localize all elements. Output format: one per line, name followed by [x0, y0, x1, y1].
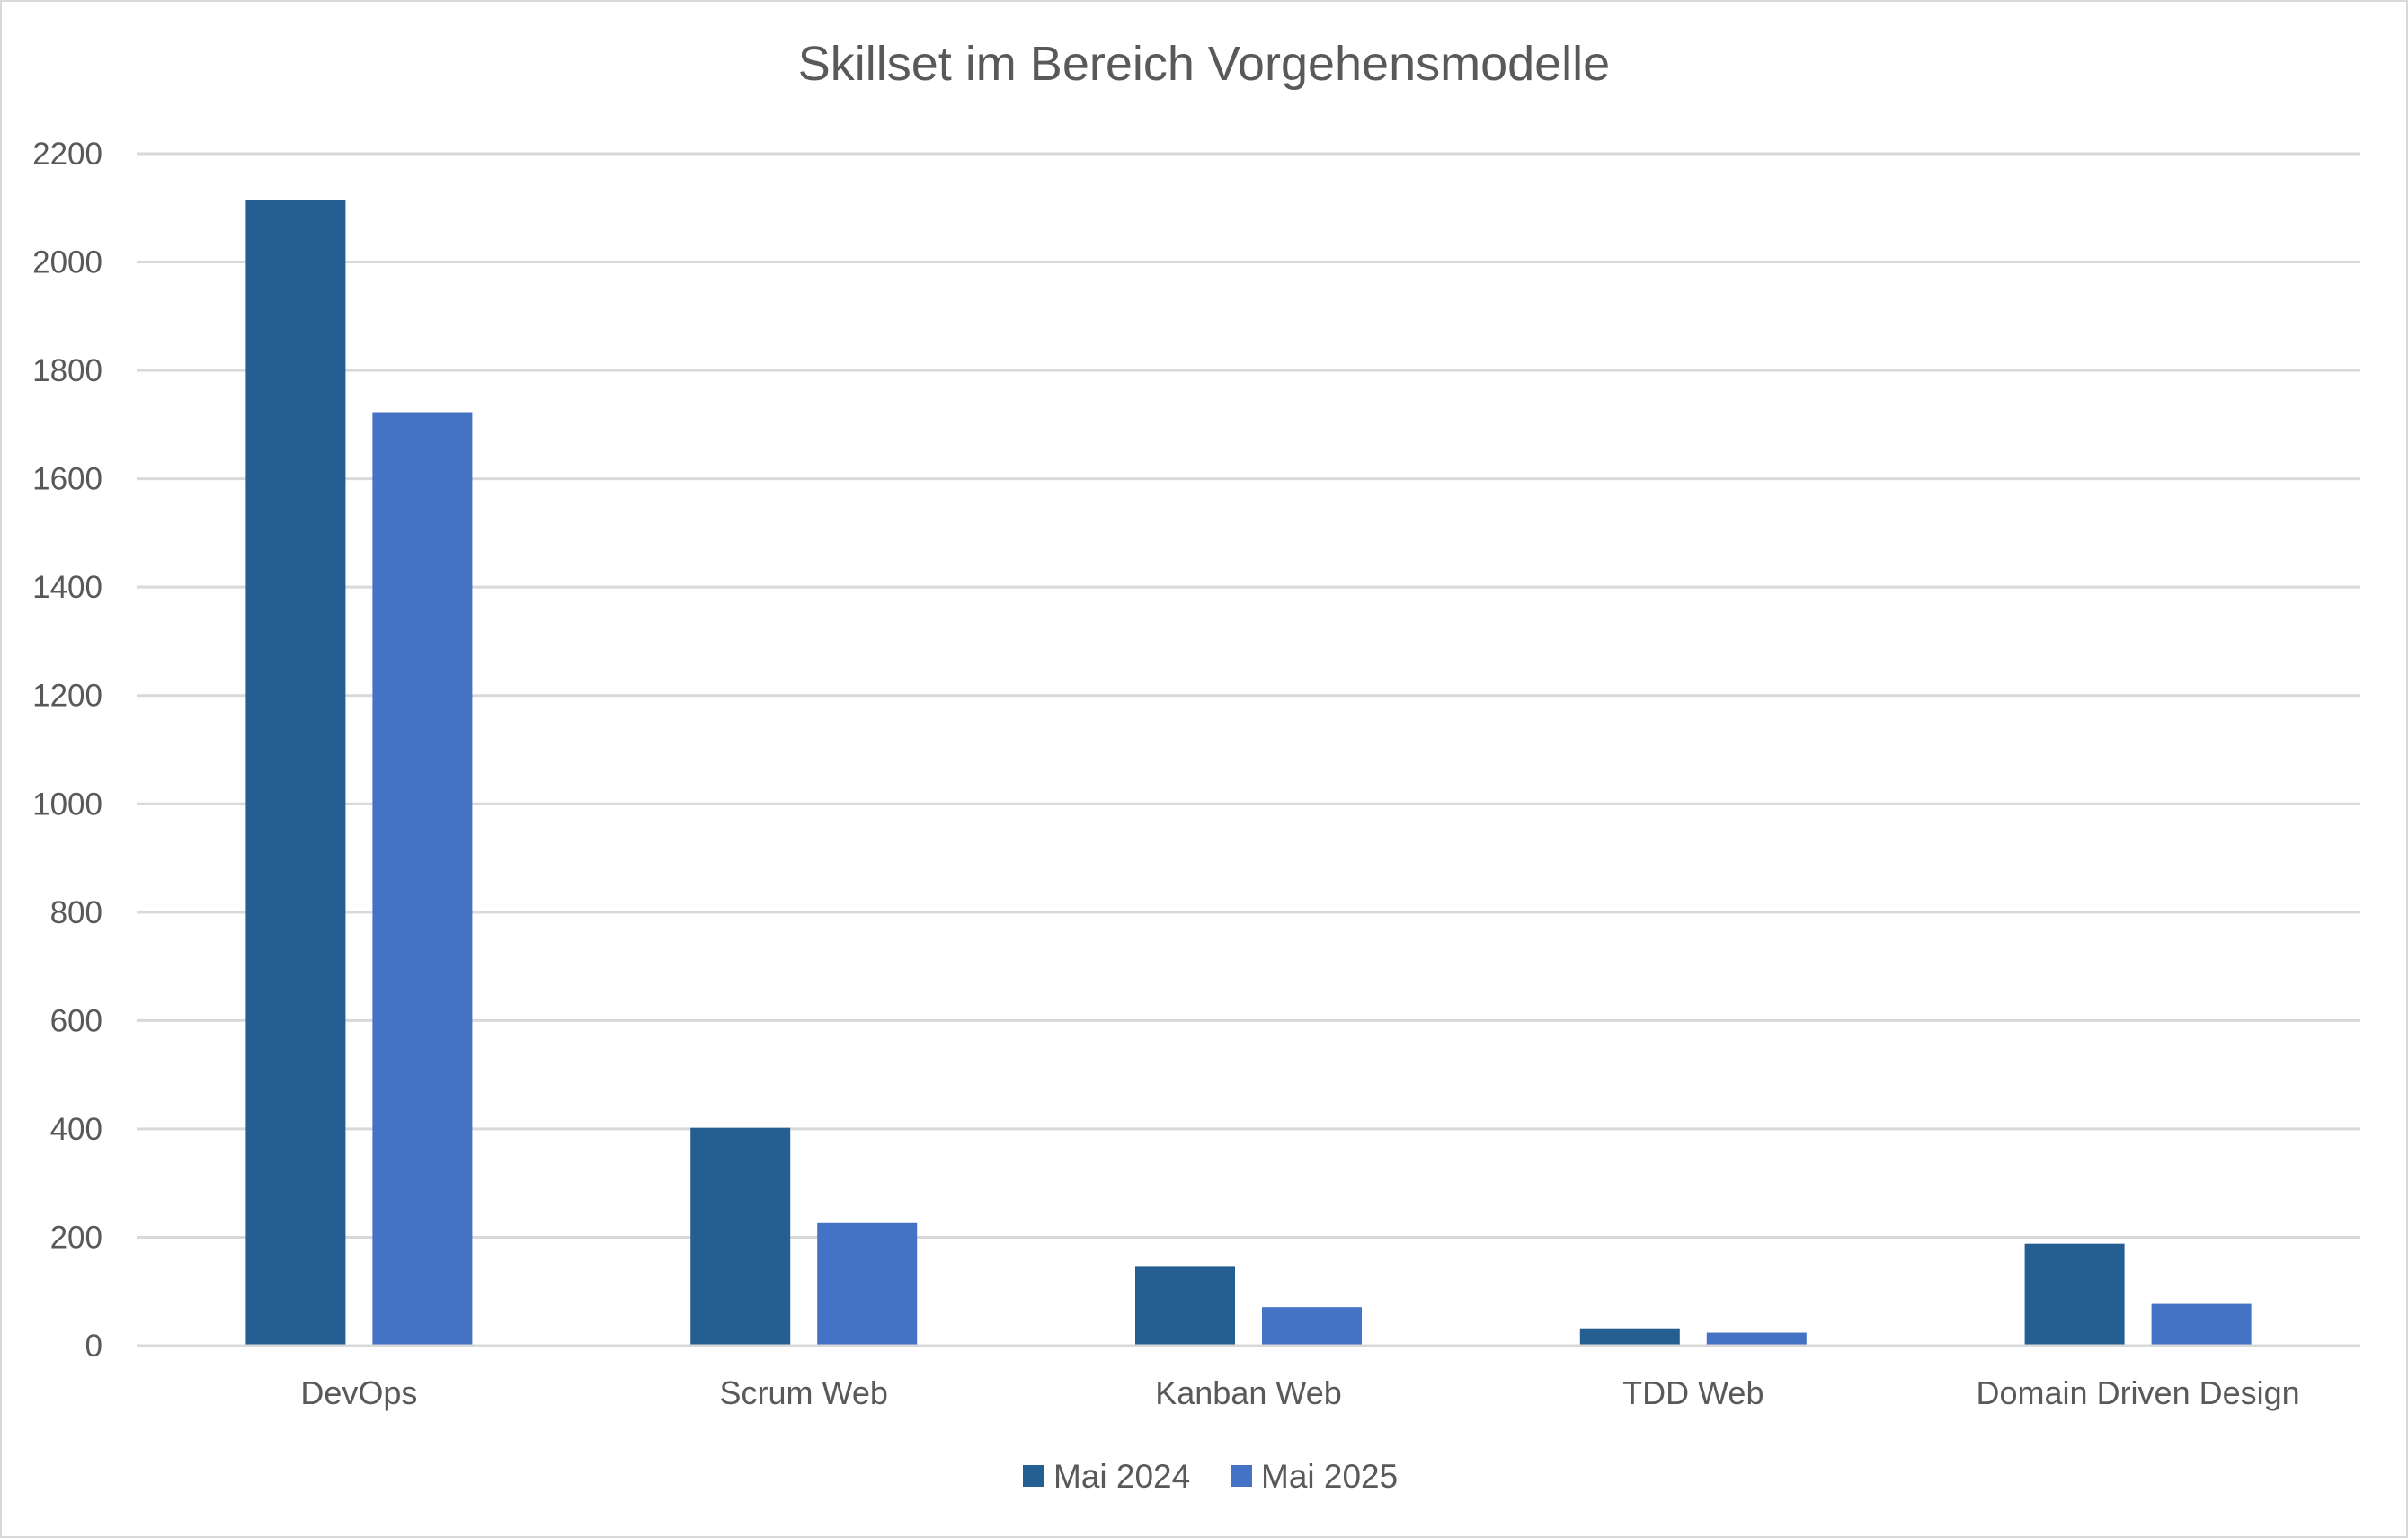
bar-tdd-web-mai-2025 — [1706, 1332, 1807, 1346]
bar-scrum-web-mai-2025 — [817, 1222, 918, 1346]
y-tick-label: 2000 — [32, 245, 102, 280]
legend-swatch — [1023, 1465, 1044, 1487]
legend: Mai 2024 Mai 2025 — [1023, 1458, 1398, 1495]
y-tick-label: 1000 — [32, 787, 102, 822]
y-tick-label: 800 — [50, 895, 102, 930]
bar-kanban-web-mai-2025 — [1262, 1307, 1362, 1346]
gridlines — [137, 152, 2360, 1239]
legend-label: Mai 2025 — [1261, 1458, 1398, 1495]
y-tick-label: 1800 — [32, 353, 102, 388]
y-axis-tick-labels: 0 200 400 600 800 1000 1200 1400 1600 1800 2000 220… — [32, 137, 102, 1364]
y-tick-label: 1600 — [32, 462, 102, 497]
bar-tdd-web-mai-2024 — [1579, 1328, 1680, 1346]
legend-swatch — [1231, 1465, 1252, 1487]
y-tick-label: 2200 — [32, 137, 102, 172]
bar-devops-mai-2025 — [372, 412, 473, 1346]
y-tick-label: 400 — [50, 1112, 102, 1147]
y-tick-label: 200 — [50, 1220, 102, 1255]
bar-scrum-web-mai-2024 — [690, 1127, 791, 1346]
x-category-label: Scrum Web — [720, 1374, 888, 1411]
y-tick-label: 1400 — [32, 570, 102, 605]
x-category-label: Domain Driven Design — [1977, 1374, 2300, 1411]
y-tick-label: 0 — [85, 1329, 102, 1364]
chart-title: Skillset im Bereich Vorgehensmodelle — [797, 37, 1611, 91]
bar-devops-mai-2024 — [245, 200, 346, 1346]
bars — [245, 200, 2252, 1346]
x-category-label: Kanban Web — [1155, 1374, 1342, 1411]
y-tick-label: 1200 — [32, 679, 102, 714]
bar-kanban-web-mai-2024 — [1135, 1266, 1235, 1346]
x-category-label: DevOps — [300, 1374, 417, 1411]
legend-label: Mai 2024 — [1053, 1458, 1190, 1495]
x-axis-category-labels: DevOps Scrum Web Kanban Web TDD Web Domain D… — [300, 1374, 2299, 1411]
x-category-label: TDD Web — [1622, 1374, 1764, 1411]
y-tick-label: 600 — [50, 1003, 102, 1038]
bar-domain-driven-design-mai-2025 — [2151, 1303, 2252, 1346]
bar-domain-driven-design-mai-2024 — [2024, 1243, 2125, 1346]
